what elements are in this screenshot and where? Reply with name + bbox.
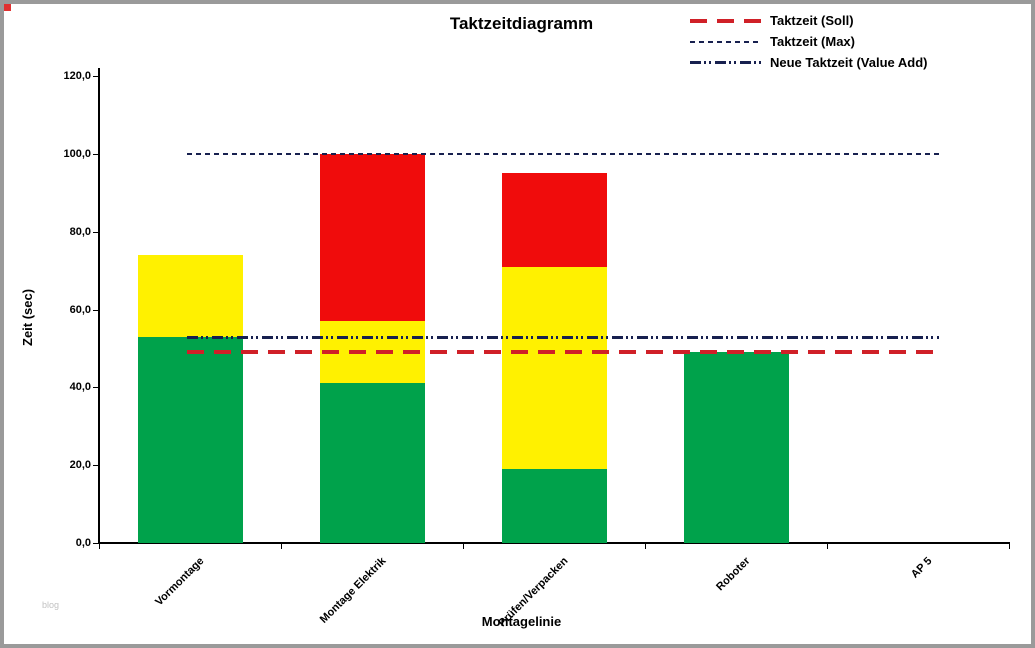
y-axis-title: Zeit (sec) [20, 288, 35, 346]
x-tick-mark [645, 544, 646, 549]
y-tick-label: 100,0 [63, 147, 91, 160]
legend-item-valueadd: Neue Taktzeit (Value Add) [690, 52, 927, 73]
y-tick-mark [93, 153, 98, 155]
legend: Taktzeit (Soll) Taktzeit (Max) Neue Takt… [690, 10, 927, 73]
watermark: blog [42, 600, 60, 610]
y-tick-mark [93, 309, 98, 311]
bar-segment-waste-red [501, 173, 607, 267]
red-dashed-line-icon [690, 18, 762, 23]
legend-item-soll: Taktzeit (Soll) [690, 10, 927, 31]
ref-line-valueadd [187, 335, 939, 339]
bar-segment-value-add-green [683, 352, 789, 543]
bar-segment-non-value-yellow [137, 255, 243, 337]
x-category-label: Vormontage [153, 555, 207, 609]
bar-segment-non-value-yellow [501, 266, 607, 470]
x-tick-mark [99, 544, 100, 549]
x-category-label: Prüfen/Verpacken [496, 555, 571, 630]
y-tick-mark [93, 465, 98, 467]
dash-dot-line-icon [690, 61, 762, 64]
legend-label: Neue Taktzeit (Value Add) [770, 55, 928, 70]
x-tick-mark [1009, 544, 1010, 549]
y-tick-label: 120,0 [63, 70, 91, 82]
x-axis-title: Montagelinie [481, 614, 562, 629]
x-tick-mark [463, 544, 464, 549]
y-tick-label: 20,0 [69, 459, 91, 472]
y-tick-label: 60,0 [69, 303, 91, 316]
legend-item-max: Taktzeit (Max) [690, 31, 927, 52]
y-tick-mark [93, 543, 98, 544]
plot-area: 0,0 20,0 40,0 60,0 80,0 100,0 120,0 Vormontage M… [63, 68, 1010, 629]
x-tick-mark [827, 544, 828, 549]
x-category-label: Montage Elektrik [317, 555, 389, 626]
legend-label: Taktzeit (Max) [770, 34, 855, 49]
ref-line-soll [187, 350, 939, 355]
bar-segment-value-add-green [137, 336, 243, 543]
bar-segment-value-add-green [319, 383, 425, 543]
y-tick-mark [93, 76, 98, 77]
bar-segment-value-add-green [501, 469, 607, 543]
bar-segment-waste-red [319, 153, 425, 322]
x-tick-mark [281, 544, 282, 549]
legend-label: Taktzeit (Soll) [770, 13, 854, 28]
y-axis-line [98, 68, 100, 543]
y-tick-mark [93, 387, 98, 389]
red-corner-mark [4, 4, 11, 11]
x-axis-line [98, 542, 1010, 544]
x-category-label: Roboter [714, 555, 753, 594]
x-category-label: AP 5 [908, 555, 935, 581]
thin-dashed-line-icon [690, 40, 762, 43]
y-tick-label: 40,0 [69, 381, 91, 394]
y-tick-label: 0,0 [75, 537, 91, 549]
y-tick-mark [93, 231, 98, 233]
chart-title: Taktzeitdiagramm [449, 14, 594, 33]
ref-line-max [187, 152, 939, 155]
y-tick-label: 80,0 [69, 225, 91, 238]
